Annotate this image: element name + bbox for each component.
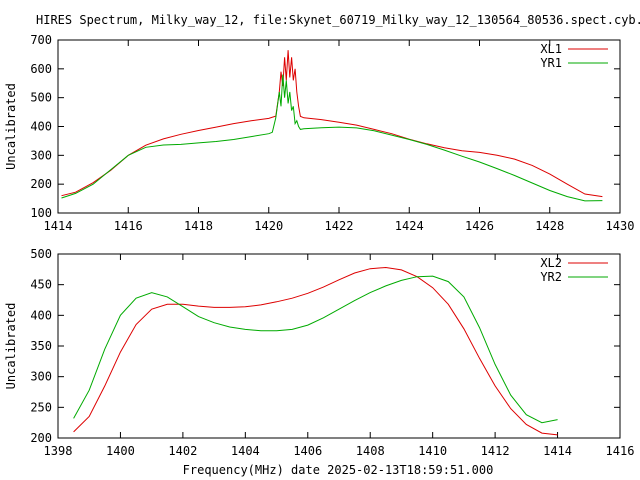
x-tick-label: 1420: [254, 219, 283, 233]
x-tick-label: 1408: [356, 444, 385, 458]
series-XL1-line: [61, 50, 603, 198]
y-tick-label: 300: [30, 148, 52, 162]
y-axis-label: Uncalibrated: [4, 303, 18, 390]
y-axis-label: Uncalibrated: [4, 83, 18, 170]
y-tick-label: 500: [30, 247, 52, 261]
x-tick-label: 1424: [395, 219, 424, 233]
x-tick-label: 1422: [325, 219, 354, 233]
y-tick-label: 450: [30, 278, 52, 292]
y-tick-label: 200: [30, 431, 52, 445]
y-tick-label: 400: [30, 308, 52, 322]
x-tick-label: 1416: [606, 444, 635, 458]
y-tick-label: 100: [30, 206, 52, 220]
bottom-spectrum-panel: 1398 1400 1402 1404 1406 1408 1410 1412 1414 1416…: [4, 247, 634, 458]
x-tick-label: 1414: [543, 444, 572, 458]
legend-label: YR2: [540, 270, 562, 284]
x-tick-label: 1412: [481, 444, 510, 458]
y-tick-label: 300: [30, 370, 52, 384]
x-tick-label: 1428: [535, 219, 564, 233]
plot-frame: [57, 39, 621, 214]
x-tick-label: 1430: [606, 219, 635, 233]
x-tick-label: 1404: [231, 444, 260, 458]
plot-frame: [57, 253, 621, 439]
x-tick-label: 1416: [114, 219, 143, 233]
x-tick-label: 1398: [44, 444, 73, 458]
legend-label: YR1: [540, 56, 562, 70]
series-YR2-line: [73, 275, 558, 424]
y-tick-label: 700: [30, 33, 52, 47]
y-tick-label: 400: [30, 120, 52, 134]
legend-label: XL2: [540, 256, 562, 270]
figure-title: HIRES Spectrum, Milky_way_12, file:Skyne…: [36, 13, 640, 27]
x-tick-label: 1410: [418, 444, 447, 458]
y-tick-label: 200: [30, 177, 52, 191]
y-tick-label: 250: [30, 400, 52, 414]
x-tick-label: 1400: [106, 444, 135, 458]
y-tick-label: 600: [30, 62, 52, 76]
x-axis-label: Frequency(MHz) date 2025-02-13T18:59:51.…: [183, 463, 494, 477]
series-XL2-line: [73, 266, 558, 436]
y-tick-label: 350: [30, 339, 52, 353]
y-tick-label: 500: [30, 91, 52, 105]
legend-label: XL1: [540, 42, 562, 56]
x-tick-label: 1414: [44, 219, 73, 233]
series-YR1-line: [61, 74, 603, 202]
top-spectrum-panel: 1414 1416 1418 1420 1422 1424 1426 1428 1430 100 2…: [4, 33, 634, 233]
x-tick-label: 1406: [293, 444, 322, 458]
x-tick-label: 1402: [168, 444, 197, 458]
x-tick-label: 1418: [184, 219, 213, 233]
x-tick-label: 1426: [465, 219, 494, 233]
